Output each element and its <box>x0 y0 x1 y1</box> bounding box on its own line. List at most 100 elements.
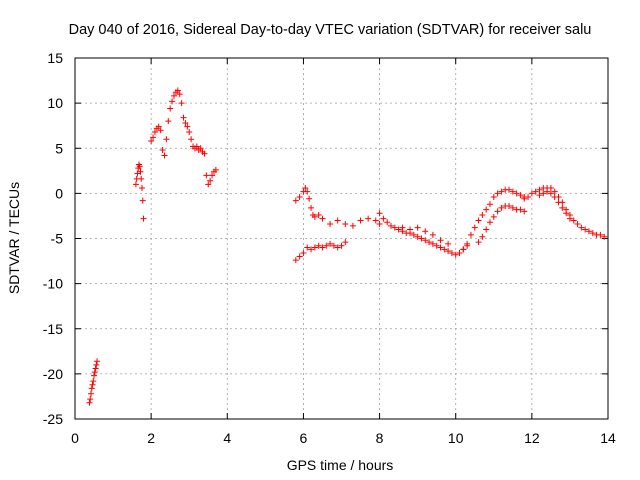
data-point <box>182 119 189 126</box>
axis-ticks <box>74 57 609 420</box>
data-point <box>94 358 101 365</box>
data-point <box>330 242 337 249</box>
data-point <box>490 193 497 200</box>
data-point <box>207 177 214 184</box>
data-point <box>136 163 143 170</box>
data-point <box>134 170 141 177</box>
data-point <box>86 399 93 406</box>
data-point <box>429 231 436 238</box>
data-point <box>209 172 216 179</box>
data-point <box>349 222 356 229</box>
data-point <box>296 253 303 260</box>
x-tick-label: 10 <box>448 430 464 446</box>
data-point <box>509 204 516 211</box>
data-point <box>578 224 585 231</box>
data-point <box>456 249 463 256</box>
data-point <box>506 203 513 210</box>
data-point <box>155 123 162 130</box>
data-marks <box>86 87 608 406</box>
data-point <box>306 195 313 202</box>
data-point <box>132 181 139 188</box>
x-tick-label: 2 <box>147 430 155 446</box>
data-point <box>525 193 532 200</box>
data-point <box>327 240 334 247</box>
data-point <box>334 244 341 251</box>
data-point <box>452 251 459 258</box>
data-point <box>475 239 482 246</box>
data-point <box>311 244 318 251</box>
y-tick-label: 0 <box>55 185 63 201</box>
data-point <box>205 181 212 188</box>
data-point <box>399 224 406 231</box>
data-point <box>180 114 187 121</box>
data-point <box>157 127 164 134</box>
data-point <box>91 369 98 376</box>
data-point <box>555 199 562 206</box>
data-point <box>441 246 448 253</box>
data-point <box>483 226 490 233</box>
data-point <box>475 217 482 224</box>
data-point <box>521 208 528 215</box>
data-point <box>89 381 96 388</box>
data-point <box>304 244 311 251</box>
data-point <box>308 204 315 211</box>
x-tick-label: 0 <box>71 430 79 446</box>
data-point <box>327 221 334 228</box>
data-point <box>161 152 168 159</box>
data-point <box>521 195 528 202</box>
data-point <box>372 217 379 224</box>
data-point <box>418 235 425 242</box>
data-point <box>387 222 394 229</box>
data-point <box>544 188 551 195</box>
data-point <box>184 123 191 130</box>
data-point <box>319 244 326 251</box>
data-point <box>87 396 94 403</box>
data-point <box>464 240 471 247</box>
y-tick-label: 15 <box>47 50 63 66</box>
data-point <box>170 92 177 99</box>
data-point <box>566 215 573 222</box>
data-point <box>551 188 558 195</box>
data-point <box>376 210 383 217</box>
data-point <box>300 249 307 256</box>
data-point <box>323 242 330 249</box>
data-point <box>445 240 452 247</box>
data-point <box>509 188 516 195</box>
chart-title: Day 040 of 2016, Sidereal Day-to-day VTE… <box>69 22 592 38</box>
data-point <box>532 188 539 195</box>
grid <box>75 58 608 419</box>
y-tick-label: 5 <box>55 140 63 156</box>
data-point <box>212 166 219 173</box>
x-tick-label: 8 <box>376 430 384 446</box>
data-point <box>437 244 444 251</box>
data-point <box>151 129 158 136</box>
y-tick-label: -10 <box>43 276 63 292</box>
data-point <box>292 257 299 264</box>
data-point <box>422 228 429 235</box>
data-point <box>559 204 566 211</box>
data-point <box>471 224 478 231</box>
data-point <box>384 219 391 226</box>
data-point <box>536 192 543 199</box>
data-point <box>186 129 193 136</box>
data-point <box>574 221 581 228</box>
data-point <box>365 215 372 222</box>
y-tick-label: -20 <box>43 366 63 382</box>
x-tick-label: 6 <box>300 430 308 446</box>
x-tick-label: 12 <box>524 430 540 446</box>
data-point <box>203 172 210 179</box>
data-point <box>410 231 417 238</box>
data-point <box>547 184 554 191</box>
data-point <box>570 217 577 224</box>
x-tick-label: 4 <box>223 430 231 446</box>
data-point <box>414 233 421 240</box>
data-point <box>448 249 455 256</box>
data-point <box>90 378 97 385</box>
data-point <box>302 184 309 191</box>
data-point <box>540 190 547 197</box>
data-point <box>445 248 452 255</box>
x-tick-label: 14 <box>600 430 616 446</box>
data-point <box>506 186 513 193</box>
data-point <box>380 215 387 222</box>
data-point <box>150 134 157 141</box>
